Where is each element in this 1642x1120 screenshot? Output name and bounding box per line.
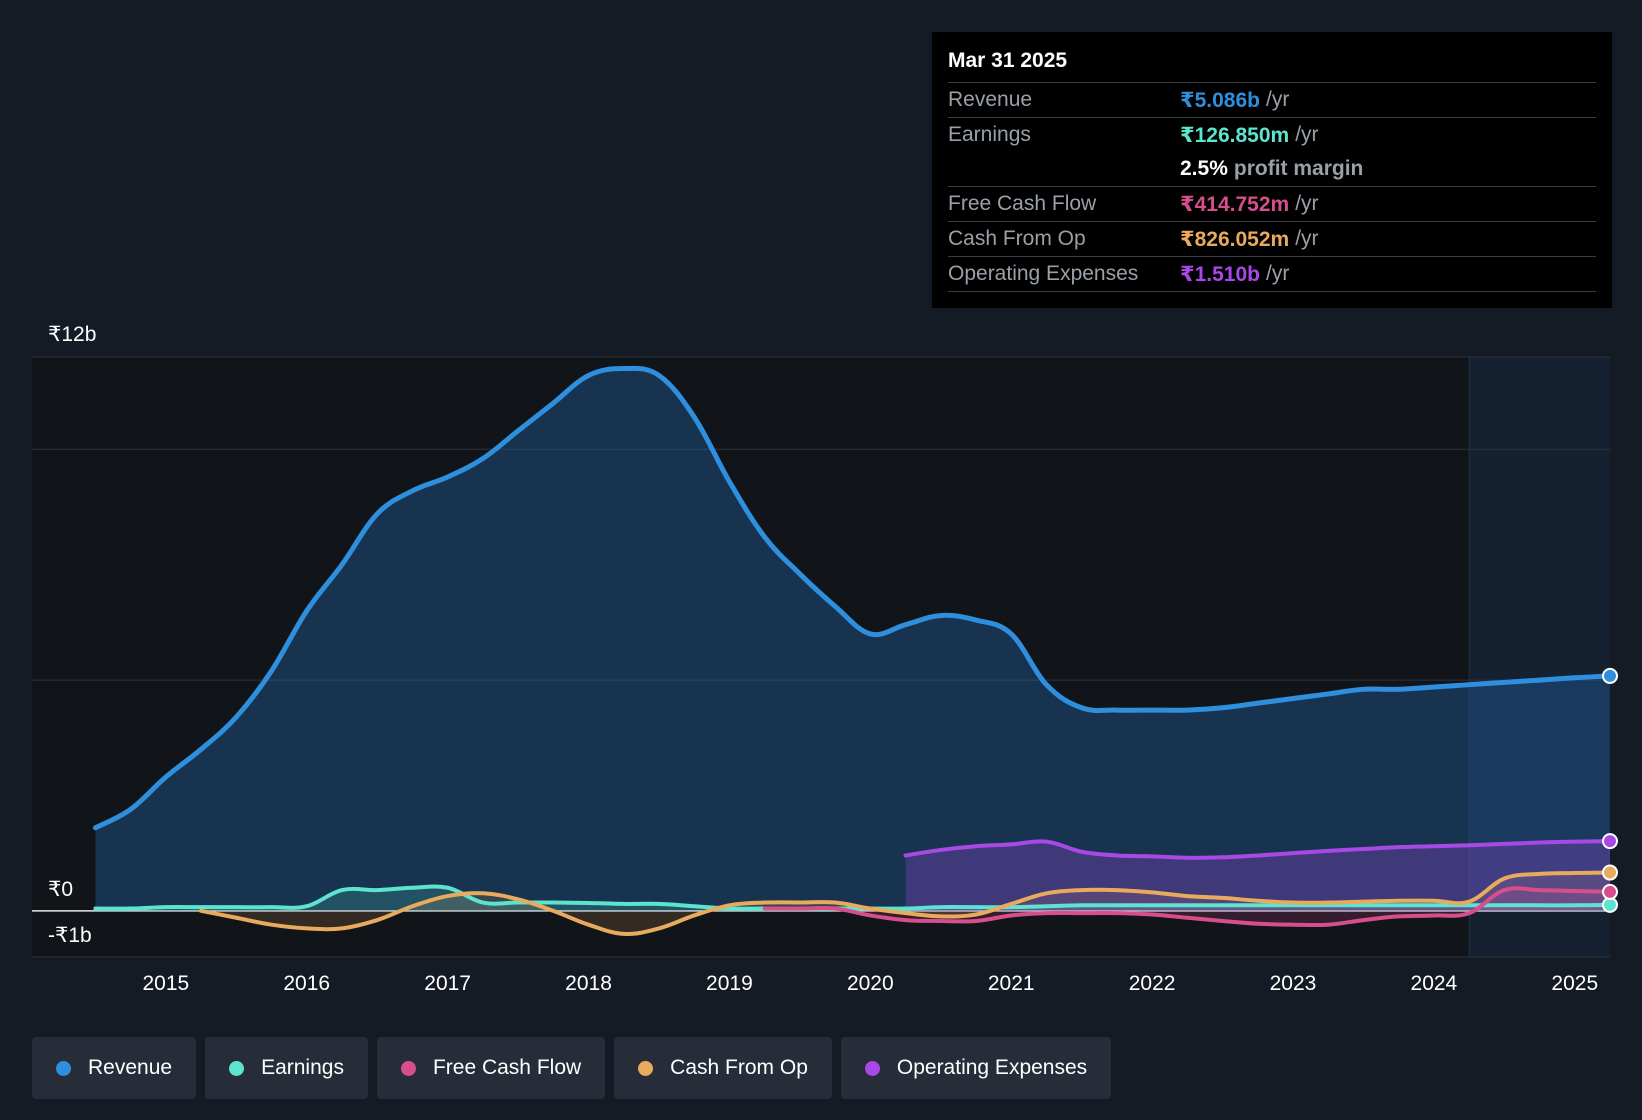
legend-label-operating-expenses: Operating Expenses	[896, 1056, 1088, 1079]
tooltip-value-revenue: ₹5.086b	[1180, 88, 1260, 112]
tooltip-label-opex: Operating Expenses	[948, 262, 1139, 285]
tooltip-row-revenue: Revenue ₹5.086b /yr	[948, 83, 1596, 118]
end-point-revenue	[1602, 667, 1618, 684]
forecast-region	[1469, 357, 1610, 957]
legend-dot-cash-from-op	[638, 1060, 654, 1076]
end-point-free-cash-flow	[1602, 883, 1618, 900]
line-earnings	[93, 884, 1612, 911]
tooltip-value-margin: 2.5%	[1180, 157, 1228, 180]
tooltip-value-earnings: ₹126.850m	[1180, 123, 1290, 147]
y-tick-label: ₹12b	[48, 323, 96, 346]
tooltip-value-opex: ₹1.510b	[1180, 262, 1260, 286]
x-tick-label: 2016	[283, 972, 330, 995]
x-tick-label: 2021	[988, 972, 1035, 995]
area-operating-expenses	[905, 841, 1610, 911]
y-tick-label: -₹1b	[48, 924, 92, 947]
x-tick-label: 2022	[1129, 972, 1176, 995]
tooltip-value-fcf: ₹414.752m	[1180, 192, 1290, 216]
legend-label-free-cash-flow: Free Cash Flow	[432, 1056, 582, 1079]
tooltip-text-margin: profit margin	[1233, 157, 1364, 180]
tooltip-panel: Mar 31 2025 Revenue ₹5.086b /yr Earnings…	[932, 32, 1612, 308]
line-operating-expenses	[903, 839, 1612, 860]
x-tick-label: 2020	[847, 972, 894, 995]
tooltip-unit-revenue: /yr	[1266, 88, 1290, 111]
tooltip-row-fcf: Free Cash Flow ₹414.752m /yr	[948, 187, 1596, 222]
end-point-operating-expenses	[1602, 833, 1618, 850]
x-tick-label: 2024	[1411, 972, 1458, 995]
legend-item-revenue[interactable]: Revenue	[32, 1037, 197, 1099]
x-tick-label: 2025	[1551, 972, 1598, 995]
legend-item-operating-expenses[interactable]: Operating Expenses	[840, 1037, 1112, 1099]
x-tick-label: 2019	[706, 972, 753, 995]
line-free-cash-flow	[762, 886, 1612, 928]
legend-dot-free-cash-flow	[400, 1060, 416, 1076]
area-earnings	[95, 886, 1611, 911]
legend-dot-operating-expenses	[864, 1060, 880, 1076]
legend-item-earnings[interactable]: Earnings	[205, 1037, 368, 1099]
legend-item-cash-from-op[interactable]: Cash From Op	[614, 1037, 832, 1099]
legend-item-free-cash-flow[interactable]: Free Cash Flow	[376, 1037, 606, 1099]
legend: Revenue Earnings Free Cash Flow Cash Fro…	[32, 1037, 1120, 1099]
tooltip-label-cfo: Cash From Op	[948, 227, 1086, 250]
tooltip-label-fcf: Free Cash Flow	[948, 192, 1097, 215]
area-revenue	[95, 368, 1611, 911]
tooltip-value-cfo: ₹826.052m	[1180, 227, 1290, 251]
tooltip-row-earnings: Earnings ₹126.850m /yr	[948, 118, 1596, 152]
legend-label-earnings: Earnings	[261, 1056, 344, 1079]
tooltip-label-revenue: Revenue	[948, 88, 1033, 111]
line-cash-from-op	[199, 870, 1612, 937]
x-tick-label: 2023	[1270, 972, 1317, 995]
legend-label-cash-from-op: Cash From Op	[670, 1056, 808, 1079]
tooltip-unit-fcf: /yr	[1295, 192, 1319, 215]
tooltip-unit-cfo: /yr	[1295, 227, 1319, 250]
line-revenue	[92, 365, 1613, 831]
tooltip-row-cfo: Cash From Op ₹826.052m /yr	[948, 222, 1596, 257]
legend-dot-revenue	[56, 1060, 71, 1076]
x-tick-label: 2015	[142, 972, 189, 995]
legend-dot-earnings	[229, 1060, 245, 1076]
legend-label-revenue: Revenue	[88, 1056, 173, 1079]
tooltip-row-opex: Operating Expenses ₹1.510b /yr	[948, 257, 1596, 292]
tooltip-date: Mar 31 2025	[948, 46, 1596, 83]
y-tick-label: ₹0	[48, 878, 73, 901]
tooltip-unit-earnings: /yr	[1295, 123, 1319, 146]
x-tick-label: 2018	[565, 972, 612, 995]
x-tick-label: 2017	[424, 972, 471, 995]
tooltip-unit-opex: /yr	[1266, 262, 1290, 285]
end-point-cash-from-op	[1602, 864, 1618, 881]
end-point-earnings	[1602, 896, 1618, 913]
tooltip-row-margin: 2.5% profit margin	[948, 152, 1596, 187]
tooltip-label-earnings: Earnings	[948, 123, 1031, 146]
